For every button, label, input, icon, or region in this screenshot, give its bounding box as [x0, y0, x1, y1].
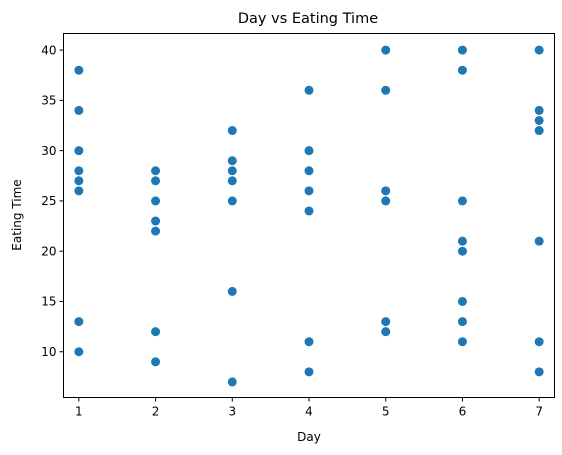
data-point: [151, 327, 161, 337]
data-point: [457, 317, 467, 327]
x-axis: 1 2 3 4 5 6 7: [75, 397, 543, 419]
y-axis-label: Eating Time: [10, 179, 24, 250]
data-point: [304, 85, 314, 95]
y-tick-label: 40: [41, 43, 56, 57]
data-point: [381, 327, 391, 337]
data-point: [151, 196, 161, 206]
y-axis: 10 15 20 25 30 35 40: [41, 43, 64, 359]
x-tick-label: 2: [152, 405, 160, 419]
data-point: [74, 186, 84, 196]
data-point: [457, 337, 467, 347]
data-point: [227, 166, 237, 176]
x-tick-label: 1: [75, 405, 83, 419]
data-point: [151, 226, 161, 236]
data-point: [74, 317, 84, 327]
data-point: [227, 286, 237, 296]
data-point: [227, 156, 237, 166]
x-tick-label: 5: [382, 405, 390, 419]
data-point: [151, 176, 161, 186]
data-point: [457, 196, 467, 206]
data-point: [534, 236, 544, 246]
x-tick-label: 3: [228, 405, 236, 419]
data-point: [304, 206, 314, 216]
data-point: [151, 216, 161, 226]
data-point: [227, 377, 237, 387]
data-point: [304, 166, 314, 176]
data-point: [74, 105, 84, 115]
data-point: [151, 357, 161, 367]
data-point: [381, 45, 391, 55]
y-tick-label: 35: [41, 94, 56, 108]
data-point: [534, 126, 544, 136]
data-point: [304, 337, 314, 347]
data-point: [534, 105, 544, 115]
data-point: [304, 146, 314, 156]
chart-title: Day vs Eating Time: [238, 11, 378, 27]
data-point: [304, 367, 314, 377]
x-tick-label: 7: [535, 405, 543, 419]
data-point: [74, 347, 84, 357]
data-point: [74, 166, 84, 176]
y-tick-label: 15: [41, 295, 56, 309]
data-point: [304, 186, 314, 196]
data-point: [381, 85, 391, 95]
data-point: [534, 367, 544, 377]
data-point: [534, 115, 544, 125]
x-tick-label: 4: [305, 405, 313, 419]
data-point: [381, 196, 391, 206]
data-point: [457, 236, 467, 246]
data-point: [457, 65, 467, 75]
data-points: [74, 45, 544, 387]
data-point: [74, 65, 84, 75]
data-point: [381, 317, 391, 327]
data-point: [227, 126, 237, 136]
data-point: [74, 176, 84, 186]
x-tick-label: 6: [459, 405, 467, 419]
x-axis-label: Day: [297, 430, 321, 444]
data-point: [381, 186, 391, 196]
y-tick-label: 20: [41, 244, 56, 258]
data-point: [457, 296, 467, 306]
y-tick-label: 10: [41, 345, 56, 359]
data-point: [457, 45, 467, 55]
data-point: [457, 246, 467, 256]
data-point: [227, 176, 237, 186]
y-tick-label: 25: [41, 194, 56, 208]
data-point: [534, 337, 544, 347]
data-point: [534, 45, 544, 55]
y-tick-label: 30: [41, 144, 56, 158]
data-point: [151, 166, 161, 176]
data-point: [74, 146, 84, 156]
data-point: [227, 196, 237, 206]
